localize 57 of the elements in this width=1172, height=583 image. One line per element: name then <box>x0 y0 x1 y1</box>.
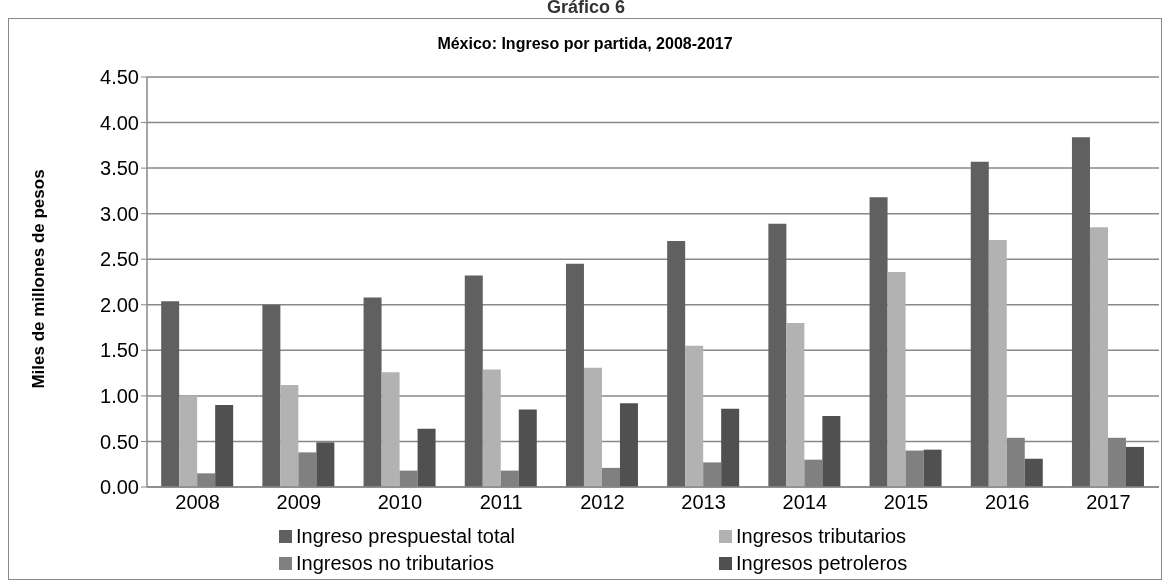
bar <box>887 271 906 487</box>
bar <box>381 372 400 487</box>
bar <box>869 197 888 487</box>
bar <box>786 323 805 487</box>
bar <box>280 384 299 487</box>
y-tick-label: 4.00 <box>100 111 139 134</box>
bar <box>262 304 281 487</box>
bar <box>482 369 501 487</box>
legend-label: Ingresos petroleros <box>736 551 908 576</box>
x-tick-label: 2017 <box>1086 491 1131 514</box>
bar <box>215 405 234 487</box>
bar <box>518 409 537 487</box>
x-tick-label: 2015 <box>883 491 929 514</box>
y-tick-label: 4.50 <box>100 66 139 89</box>
bar <box>822 415 841 487</box>
bar <box>583 367 602 487</box>
bar <box>970 161 989 487</box>
bar <box>768 223 787 487</box>
x-tick-label: 2009 <box>276 491 322 514</box>
y-tick-label: 3.00 <box>100 202 139 225</box>
x-tick-label: 2011 <box>479 491 523 514</box>
x-tick-label: 2008 <box>175 491 220 514</box>
y-tick-label: 1.00 <box>100 384 139 407</box>
bar <box>667 241 686 487</box>
bar <box>464 275 483 487</box>
x-tick-label: 2016 <box>984 491 1030 514</box>
bar <box>1071 137 1090 487</box>
y-tick-label: 0.00 <box>100 476 139 499</box>
bar <box>161 301 180 487</box>
legend-label: Ingreso prespuestal total <box>296 524 516 549</box>
bar <box>417 428 436 487</box>
bar <box>316 442 335 487</box>
x-tick-label: 2013 <box>681 491 726 514</box>
bar <box>363 297 382 487</box>
bar <box>565 263 584 487</box>
x-tick-label: 2014 <box>782 491 828 514</box>
bar <box>619 403 638 487</box>
legend-label: Ingresos tributarios <box>736 524 907 549</box>
x-tick-label: 2012 <box>580 491 625 514</box>
bar <box>721 408 740 487</box>
y-tick-label: 3.50 <box>100 157 139 180</box>
bar <box>1089 227 1108 487</box>
bar <box>923 449 942 487</box>
y-tick-label: 2.00 <box>100 293 139 316</box>
bar <box>988 240 1007 487</box>
y-tick-label: 2.50 <box>100 248 139 271</box>
chart-title: México: Ingreso por partida, 2008-2017 <box>436 35 734 54</box>
bar <box>1125 446 1144 487</box>
bar <box>1024 458 1043 487</box>
bar <box>685 345 704 487</box>
x-tick-label: 2010 <box>377 491 423 514</box>
text: Gráfico 6 <box>546 0 626 17</box>
y-axis-title: Miles de millones de pesos <box>29 169 49 389</box>
legend-label: Ingresos no tributarios <box>296 551 494 576</box>
y-tick-label: 1.50 <box>100 339 139 362</box>
y-tick-label: 0.50 <box>100 430 139 453</box>
bar <box>179 395 198 487</box>
